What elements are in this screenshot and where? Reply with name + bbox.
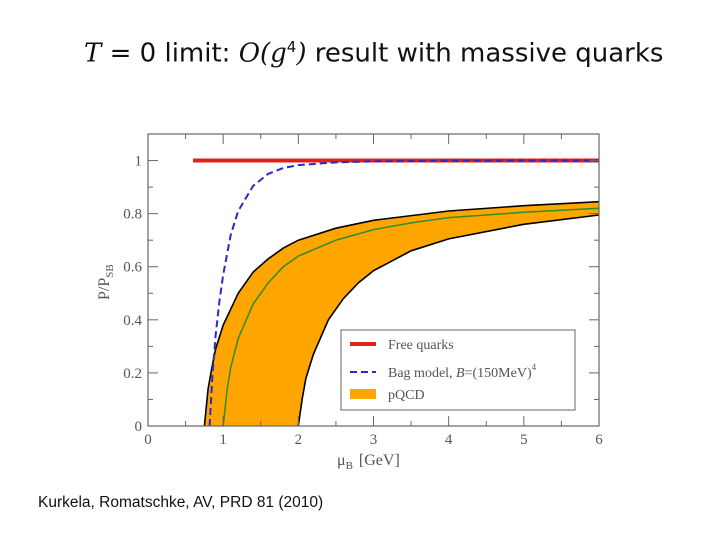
x-tick-label: 2 — [295, 432, 303, 448]
title-math-close: ) — [296, 38, 307, 69]
pqcd-central-line — [222, 207, 600, 427]
x-tick-label: 5 — [520, 432, 528, 448]
band-group — [203, 200, 600, 427]
title-math-t: T — [84, 38, 102, 69]
legend-box — [340, 329, 576, 411]
y-tick-label: 1 — [135, 154, 143, 170]
x-tick-label: 3 — [370, 432, 378, 448]
ticks-group: 0 1 2 3 4 5 6 0 0.2 0.4 0.6 0.8 1 — [123, 133, 603, 448]
legend-key-pqcd — [350, 389, 376, 399]
bag-model-line — [208, 159, 599, 427]
pqcd-band-fill — [204, 201, 599, 426]
legend-label-free-quarks: Free quarks — [388, 338, 454, 353]
title-sup: 4 — [286, 38, 297, 56]
x-axis-label: μB [GeV] — [337, 452, 400, 472]
x-tick-label: 6 — [595, 432, 603, 448]
y-tick-label: 0.2 — [123, 366, 142, 382]
legend-label-pqcd: pQCD — [388, 388, 425, 403]
lines-group — [193, 158, 600, 427]
x-tick-label: 1 — [219, 432, 227, 448]
title-text-limit: = 0 limit: — [101, 38, 239, 69]
y-axis-label: P/PSB — [96, 264, 116, 300]
legend-label-bag-model: Bag model, B=(150MeV)4 — [388, 362, 537, 381]
pqcd-band-lower-edge — [297, 214, 600, 427]
y-tick-label: 0.6 — [123, 260, 142, 276]
legend: Free quarks Bag model, B=(150MeV)4 pQCD — [340, 329, 576, 411]
x-tick-label: 4 — [445, 432, 453, 448]
axis-labels: μB [GeV] P/PSB — [96, 264, 400, 472]
title-text-rest: result with massive quarks — [306, 38, 664, 69]
x-tick-label: 0 — [144, 432, 152, 448]
title-math-order: O(g — [238, 38, 287, 69]
pqcd-band-upper-edge — [203, 200, 600, 427]
y-tick-label: 0.4 — [123, 313, 142, 329]
slide-title: T = 0 limit: O(g4) result with massive q… — [84, 38, 684, 69]
citation: Kurkela, Romatschke, AV, PRD 81 (2010) — [38, 494, 324, 511]
y-tick-label: 0.8 — [123, 207, 142, 223]
y-tick-label: 0 — [135, 419, 143, 435]
